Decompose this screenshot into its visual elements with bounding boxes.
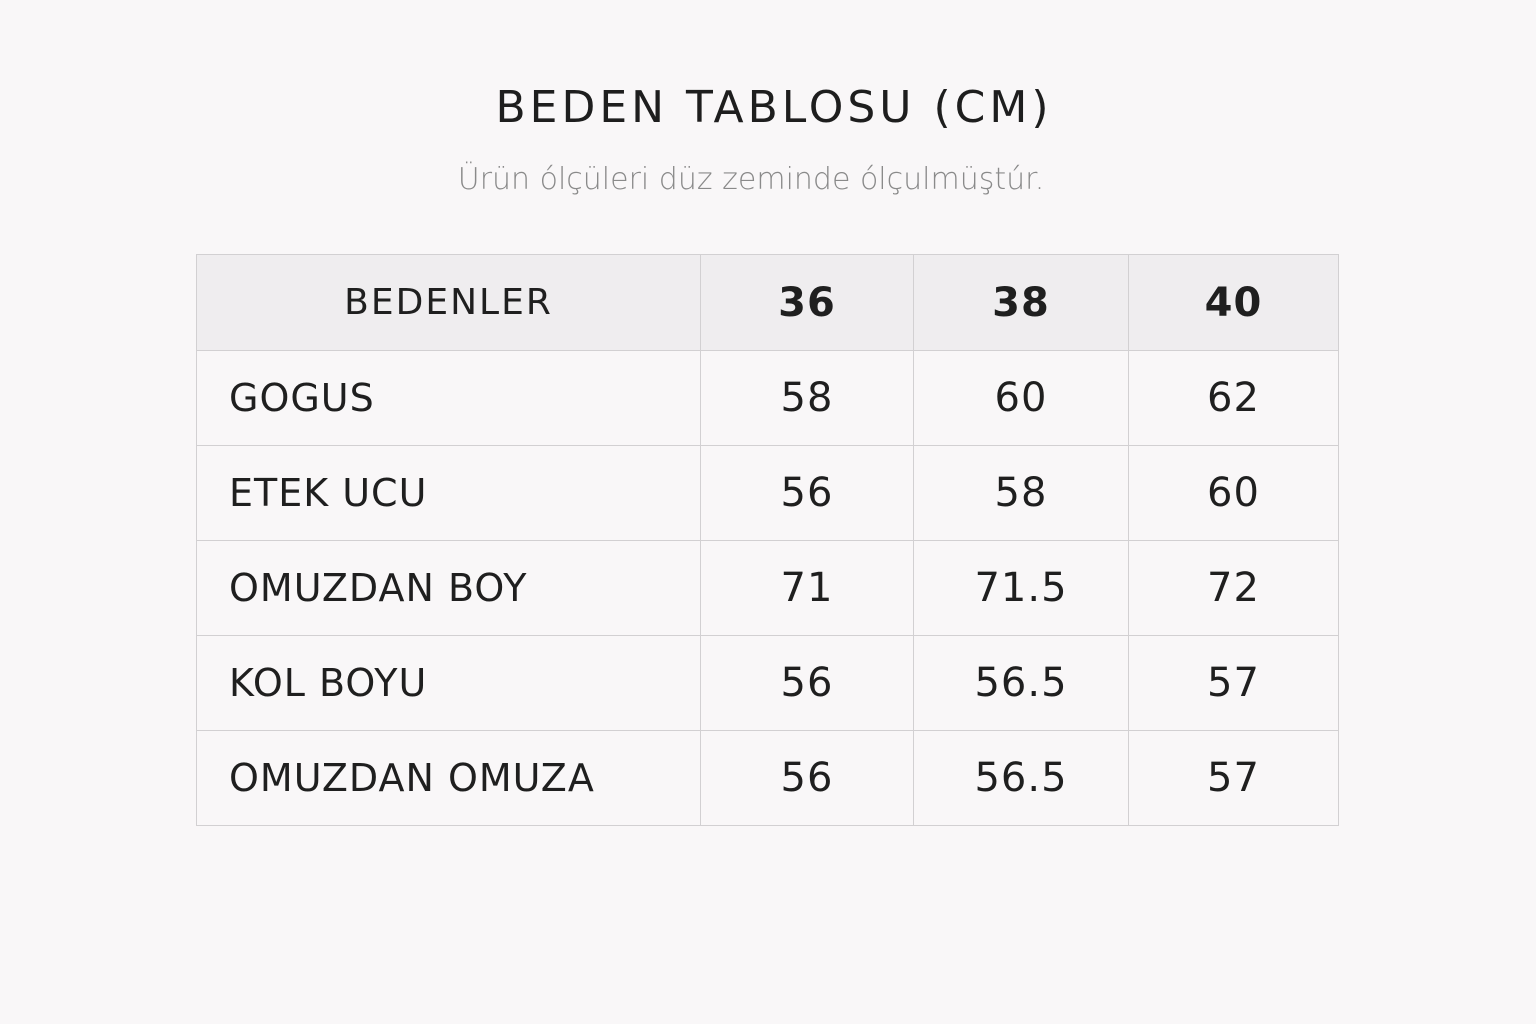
- table-row: OMUZDAN OMUZA 56 56.5 57: [196, 730, 1339, 826]
- value-cell: 72: [1128, 540, 1339, 636]
- table-row: OMUZDAN BOY 71 71.5 72: [196, 540, 1339, 636]
- row-label-cell: GOGUS: [196, 350, 701, 446]
- value-cell: 57: [1128, 730, 1339, 826]
- value-cell: 60: [1128, 445, 1339, 541]
- value-cell: 56.5: [913, 730, 1129, 826]
- header-cell: 40: [1128, 254, 1339, 351]
- row-label-cell: OMUZDAN OMUZA: [196, 730, 701, 826]
- value-cell: 56.5: [913, 635, 1129, 731]
- header-cell: BEDENLER: [196, 254, 701, 351]
- page-subtitle: Ürün ólçüleri düz zeminde ólçulmüştúr.: [457, 162, 1045, 197]
- size-table: BEDENLER 36 38 40 GOGUS 58 60 62 ETEK UCU 56 5…: [196, 254, 1339, 826]
- table-row: KOL BOYU 56 56.5 57: [196, 635, 1339, 731]
- row-label-cell: OMUZDAN BOY: [196, 540, 701, 636]
- page-title: BEDEN TABLOSU (CM): [495, 82, 1053, 133]
- value-cell: 57: [1128, 635, 1339, 731]
- table-row: GOGUS 58 60 62: [196, 350, 1339, 446]
- value-cell: 71: [700, 540, 914, 636]
- header-cell: 36: [700, 254, 914, 351]
- table-header-row: BEDENLER 36 38 40: [196, 254, 1339, 351]
- value-cell: 60: [913, 350, 1129, 446]
- value-cell: 58: [700, 350, 914, 446]
- header-cell: 38: [913, 254, 1129, 351]
- value-cell: 62: [1128, 350, 1339, 446]
- value-cell: 56: [700, 635, 914, 731]
- row-label-cell: ETEK UCU: [196, 445, 701, 541]
- value-cell: 58: [913, 445, 1129, 541]
- table-row: ETEK UCU 56 58 60: [196, 445, 1339, 541]
- value-cell: 71.5: [913, 540, 1129, 636]
- value-cell: 56: [700, 445, 914, 541]
- value-cell: 56: [700, 730, 914, 826]
- row-label-cell: KOL BOYU: [196, 635, 701, 731]
